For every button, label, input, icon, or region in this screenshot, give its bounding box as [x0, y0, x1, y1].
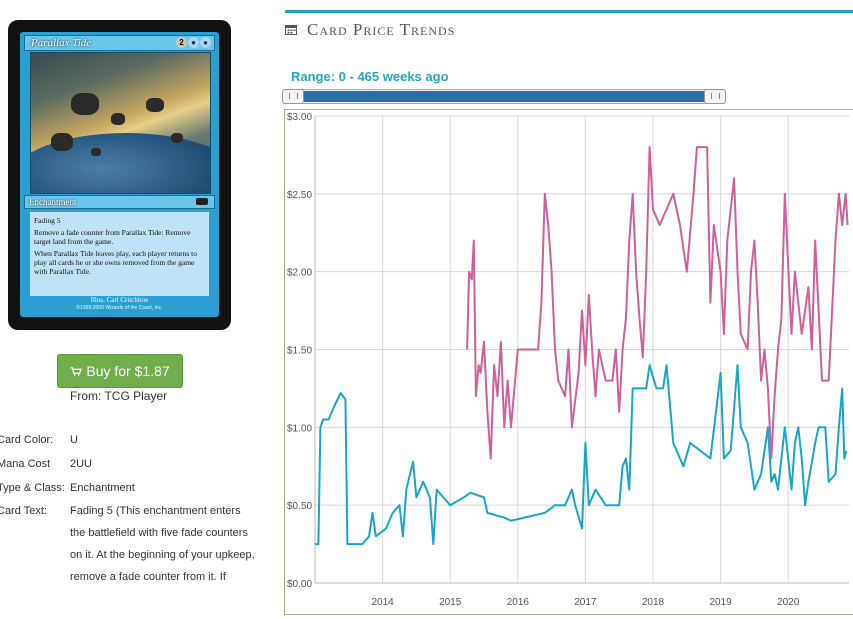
card-type-bar: Enchantment: [24, 195, 215, 209]
x-tick-label: 2020: [777, 597, 800, 608]
y-tick-label: $2.00: [287, 268, 312, 279]
detail-label: Type & Class:: [0, 482, 65, 494]
rules-line: When Parallax Tide leaves play, each pla…: [34, 249, 198, 276]
calendar-icon: [285, 24, 297, 35]
y-tick-label: $3.00: [287, 112, 312, 123]
card-mana-cost: 2 ● ●: [176, 37, 211, 48]
detail-row-type: Type & Class: Enchantment: [0, 476, 255, 500]
card-image: Parallax Tide 2 ● ● Enchantment Fading 5…: [8, 20, 231, 330]
generic-mana-icon: 2: [176, 37, 187, 48]
detail-value: U: [70, 434, 78, 446]
rules-line: Remove a fade counter from Parallax Tide…: [34, 228, 191, 246]
y-tick-label: $0.50: [287, 501, 312, 512]
x-tick-label: 2018: [642, 597, 665, 608]
range-slider-start-handle[interactable]: [282, 89, 304, 104]
detail-row-mana-cost: Mana Cost 2UU: [0, 452, 255, 476]
rock-art: [146, 98, 164, 112]
card-copyright: ©1999-2000 Wizards of the Coast, Inc.: [76, 305, 163, 311]
y-tick-label: $2.50: [287, 190, 312, 201]
card-artist: Illus. Carl Critchlow: [90, 296, 149, 304]
detail-label: Card Color:: [0, 434, 54, 446]
rock-art: [71, 93, 99, 115]
buy-button[interactable]: Buy for $1.87: [57, 354, 183, 388]
rock-art: [51, 133, 73, 151]
card-face: Parallax Tide 2 ● ● Enchantment Fading 5…: [20, 32, 219, 317]
detail-row-color: Card Color: U: [0, 428, 255, 452]
range-slider[interactable]: [282, 89, 726, 104]
x-tick-label: 2019: [709, 597, 732, 608]
blue-mana-icon: ●: [188, 37, 199, 48]
x-tick-label: 2017: [574, 597, 597, 608]
range-slider-end-handle[interactable]: [704, 89, 726, 104]
card-type-line: Enchantment: [29, 197, 77, 207]
buy-button-label: Buy for $1.87: [86, 363, 170, 379]
trends-heading: Card Price Trends: [285, 20, 455, 40]
rules-line: Fading 5: [34, 216, 61, 225]
detail-label: Mana Cost: [0, 458, 51, 470]
rock-art: [171, 133, 183, 143]
card-art: [30, 52, 211, 194]
y-tick-label: $0.00: [287, 579, 312, 590]
range-label: Range: 0 - 465 weeks ago: [291, 69, 449, 84]
x-tick-label: 2014: [371, 597, 394, 608]
card-rules-text: Fading 5 Remove a fade counter from Para…: [30, 212, 209, 296]
set-symbol-icon: [196, 198, 208, 205]
trends-title: Card Price Trends: [307, 20, 456, 39]
rock-art: [111, 113, 125, 125]
detail-label: Card Text:: [0, 505, 47, 517]
price-chart-svg: $0.00 $0.50 $1.00 $1.50 $2.00 $2.50 $3.00 2014 2…: [287, 112, 849, 608]
buy-source: From: TCG Player: [70, 389, 168, 403]
blue-mana-icon: ●: [200, 37, 211, 48]
price-series-line-0: [466, 146, 849, 460]
price-series-line-1: [315, 364, 848, 546]
y-tick-label: $1.00: [287, 423, 312, 434]
card-title-bar: Parallax Tide 2 ● ●: [24, 35, 215, 51]
x-tick-label: 2015: [439, 597, 462, 608]
x-tick-label: 2016: [507, 597, 530, 608]
range-slider-fill: [293, 91, 715, 102]
detail-row-text: Card Text: Fading 5 (This enchantment en…: [0, 500, 255, 588]
y-tick-label: $1.50: [287, 346, 312, 357]
detail-value: 2UU: [70, 458, 93, 470]
card-name: Parallax Tide: [31, 37, 92, 49]
rock-art: [91, 148, 101, 156]
price-chart: $0.00 $0.50 $1.00 $1.50 $2.00 $2.50 $3.00 2014 2…: [284, 109, 853, 615]
detail-value: Fading 5 (This enchantment enters the ba…: [70, 505, 255, 583]
detail-value: Enchantment: [70, 482, 135, 494]
cart-icon: [70, 367, 83, 376]
section-divider: [285, 10, 853, 13]
card-details: Card Color: U Mana Cost 2UU Type & Class…: [0, 428, 255, 588]
